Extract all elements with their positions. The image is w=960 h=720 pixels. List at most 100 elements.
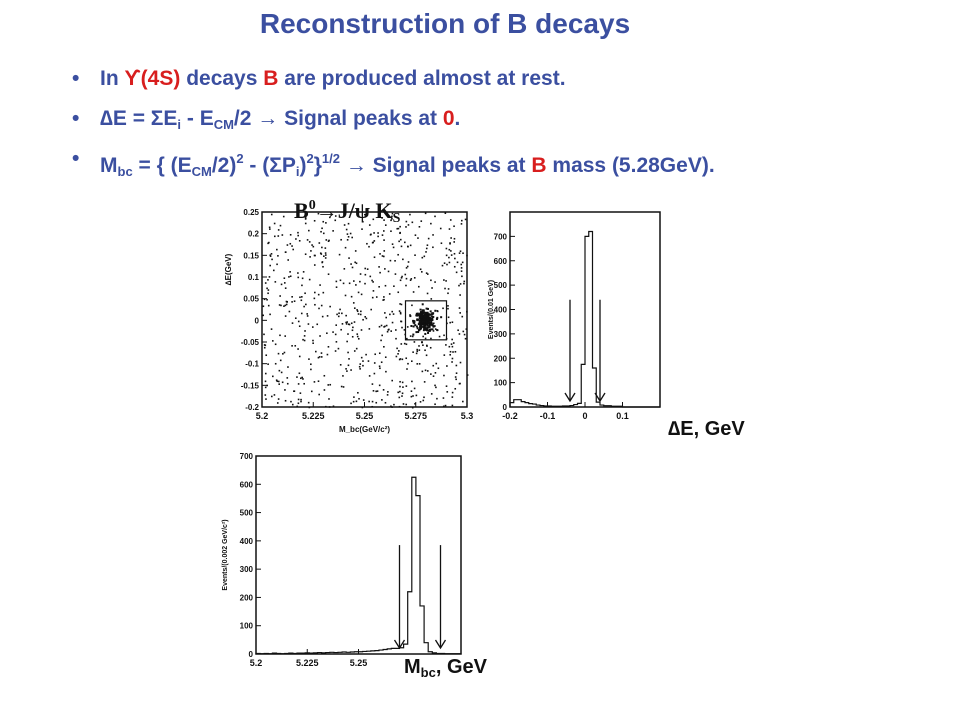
scatter-point	[350, 402, 352, 405]
scatter-point	[426, 244, 429, 247]
scatter-point	[443, 334, 445, 337]
bullet-dot-icon: •	[72, 147, 80, 170]
scatter-point	[265, 398, 267, 400]
scatter-point	[383, 230, 385, 232]
bullet-fragment: }	[313, 154, 322, 177]
scatter-point	[393, 285, 395, 288]
scatter-point	[461, 315, 464, 318]
scatter-point	[321, 315, 324, 318]
signal-point	[419, 311, 422, 314]
scatter-point	[314, 350, 317, 353]
scatter-point	[368, 375, 371, 377]
x-tick-label: 5.25	[356, 411, 374, 421]
signal-point	[426, 326, 429, 329]
scatter-point	[437, 367, 440, 370]
scatter-point	[263, 333, 265, 336]
scatter-point	[311, 244, 313, 246]
scatter-point	[398, 310, 401, 312]
scatter-point	[284, 399, 287, 402]
scatter-point	[390, 230, 392, 233]
scatter-point	[323, 255, 325, 257]
scatter-point	[322, 220, 325, 223]
scatter-point	[357, 313, 360, 315]
scatter-point	[340, 328, 342, 331]
scatter-point	[414, 402, 416, 405]
scatter-point	[450, 343, 453, 345]
scatter-point	[298, 325, 301, 328]
scatter-point	[349, 232, 352, 235]
scatter-point	[303, 382, 305, 385]
scatter-point	[307, 401, 310, 404]
scatter-point	[458, 382, 461, 385]
scatter-point	[401, 326, 403, 329]
scatter-point	[391, 321, 394, 324]
scatter-point	[456, 261, 459, 264]
scatter-point	[381, 255, 384, 257]
scatter-point	[270, 213, 273, 216]
x-tick-label: 0.1	[616, 411, 629, 421]
scatter-point	[302, 271, 305, 273]
scatter-point	[383, 250, 386, 252]
scatter-point	[419, 401, 422, 403]
scatter-point	[381, 217, 383, 219]
scatter-point	[385, 316, 388, 319]
scatter-point	[421, 370, 424, 373]
scatter-point	[329, 383, 332, 386]
scatter-point	[375, 296, 378, 298]
scatter-point	[340, 385, 343, 388]
scatter-point	[270, 328, 273, 330]
signal-point	[431, 318, 434, 321]
signal-point	[427, 315, 430, 318]
scatter-point	[350, 295, 353, 298]
scatter-point	[316, 323, 319, 326]
bullet-fragment: i	[177, 117, 182, 132]
bullet-text: In ϒ(4S) decays B are produced almost at…	[100, 67, 566, 90]
scatter-point	[365, 317, 368, 320]
scatter-point	[381, 234, 384, 236]
scatter-point	[461, 275, 463, 278]
x-tick-label: 5.275	[404, 411, 427, 421]
scatter-point	[320, 304, 323, 307]
signal-point	[422, 325, 425, 328]
scatter-point	[275, 379, 278, 382]
scatter-point	[423, 396, 425, 399]
y-tick-label: 200	[494, 354, 508, 363]
scatter-point	[297, 272, 299, 274]
scatter-point	[364, 282, 366, 285]
scatter-point	[284, 315, 287, 317]
signal-point	[416, 314, 419, 317]
scatter-point	[317, 356, 320, 359]
y-tick-label: 0.2	[248, 230, 260, 239]
mbc-caption: Mbc, GeV	[404, 656, 487, 680]
scatter-point	[318, 307, 320, 310]
cut-arrow-head-icon	[594, 392, 606, 403]
scatter-point	[313, 219, 316, 222]
scatter-point	[411, 335, 414, 338]
scatter-point	[263, 346, 266, 349]
scatter-point	[434, 328, 437, 330]
scatter-point	[367, 360, 370, 362]
scatter-point	[305, 303, 307, 306]
signal-point	[419, 320, 422, 323]
scatter-point	[381, 399, 383, 401]
bullet-fragment: M	[100, 154, 118, 177]
scatter-point	[370, 233, 372, 236]
scatter-point	[411, 406, 414, 409]
bullet-fragment: ∆E = ΣE	[100, 107, 178, 130]
scatter-point	[334, 219, 337, 222]
scatter-point	[398, 240, 400, 243]
scatter-point	[409, 244, 412, 247]
signal-point	[415, 312, 418, 315]
signal-point	[426, 329, 429, 332]
scatter-point	[306, 313, 309, 315]
scatter-point	[411, 304, 413, 307]
signal-point	[432, 325, 435, 328]
scatter-point	[448, 345, 451, 348]
scatter-point	[273, 222, 276, 225]
cut-arrow-head-icon	[434, 639, 447, 650]
scatter-point	[302, 378, 304, 380]
bullet-fragment: (4S)	[140, 67, 181, 90]
scatter-point	[421, 256, 424, 259]
scatter-point	[401, 381, 404, 384]
scatter-point	[397, 253, 399, 256]
